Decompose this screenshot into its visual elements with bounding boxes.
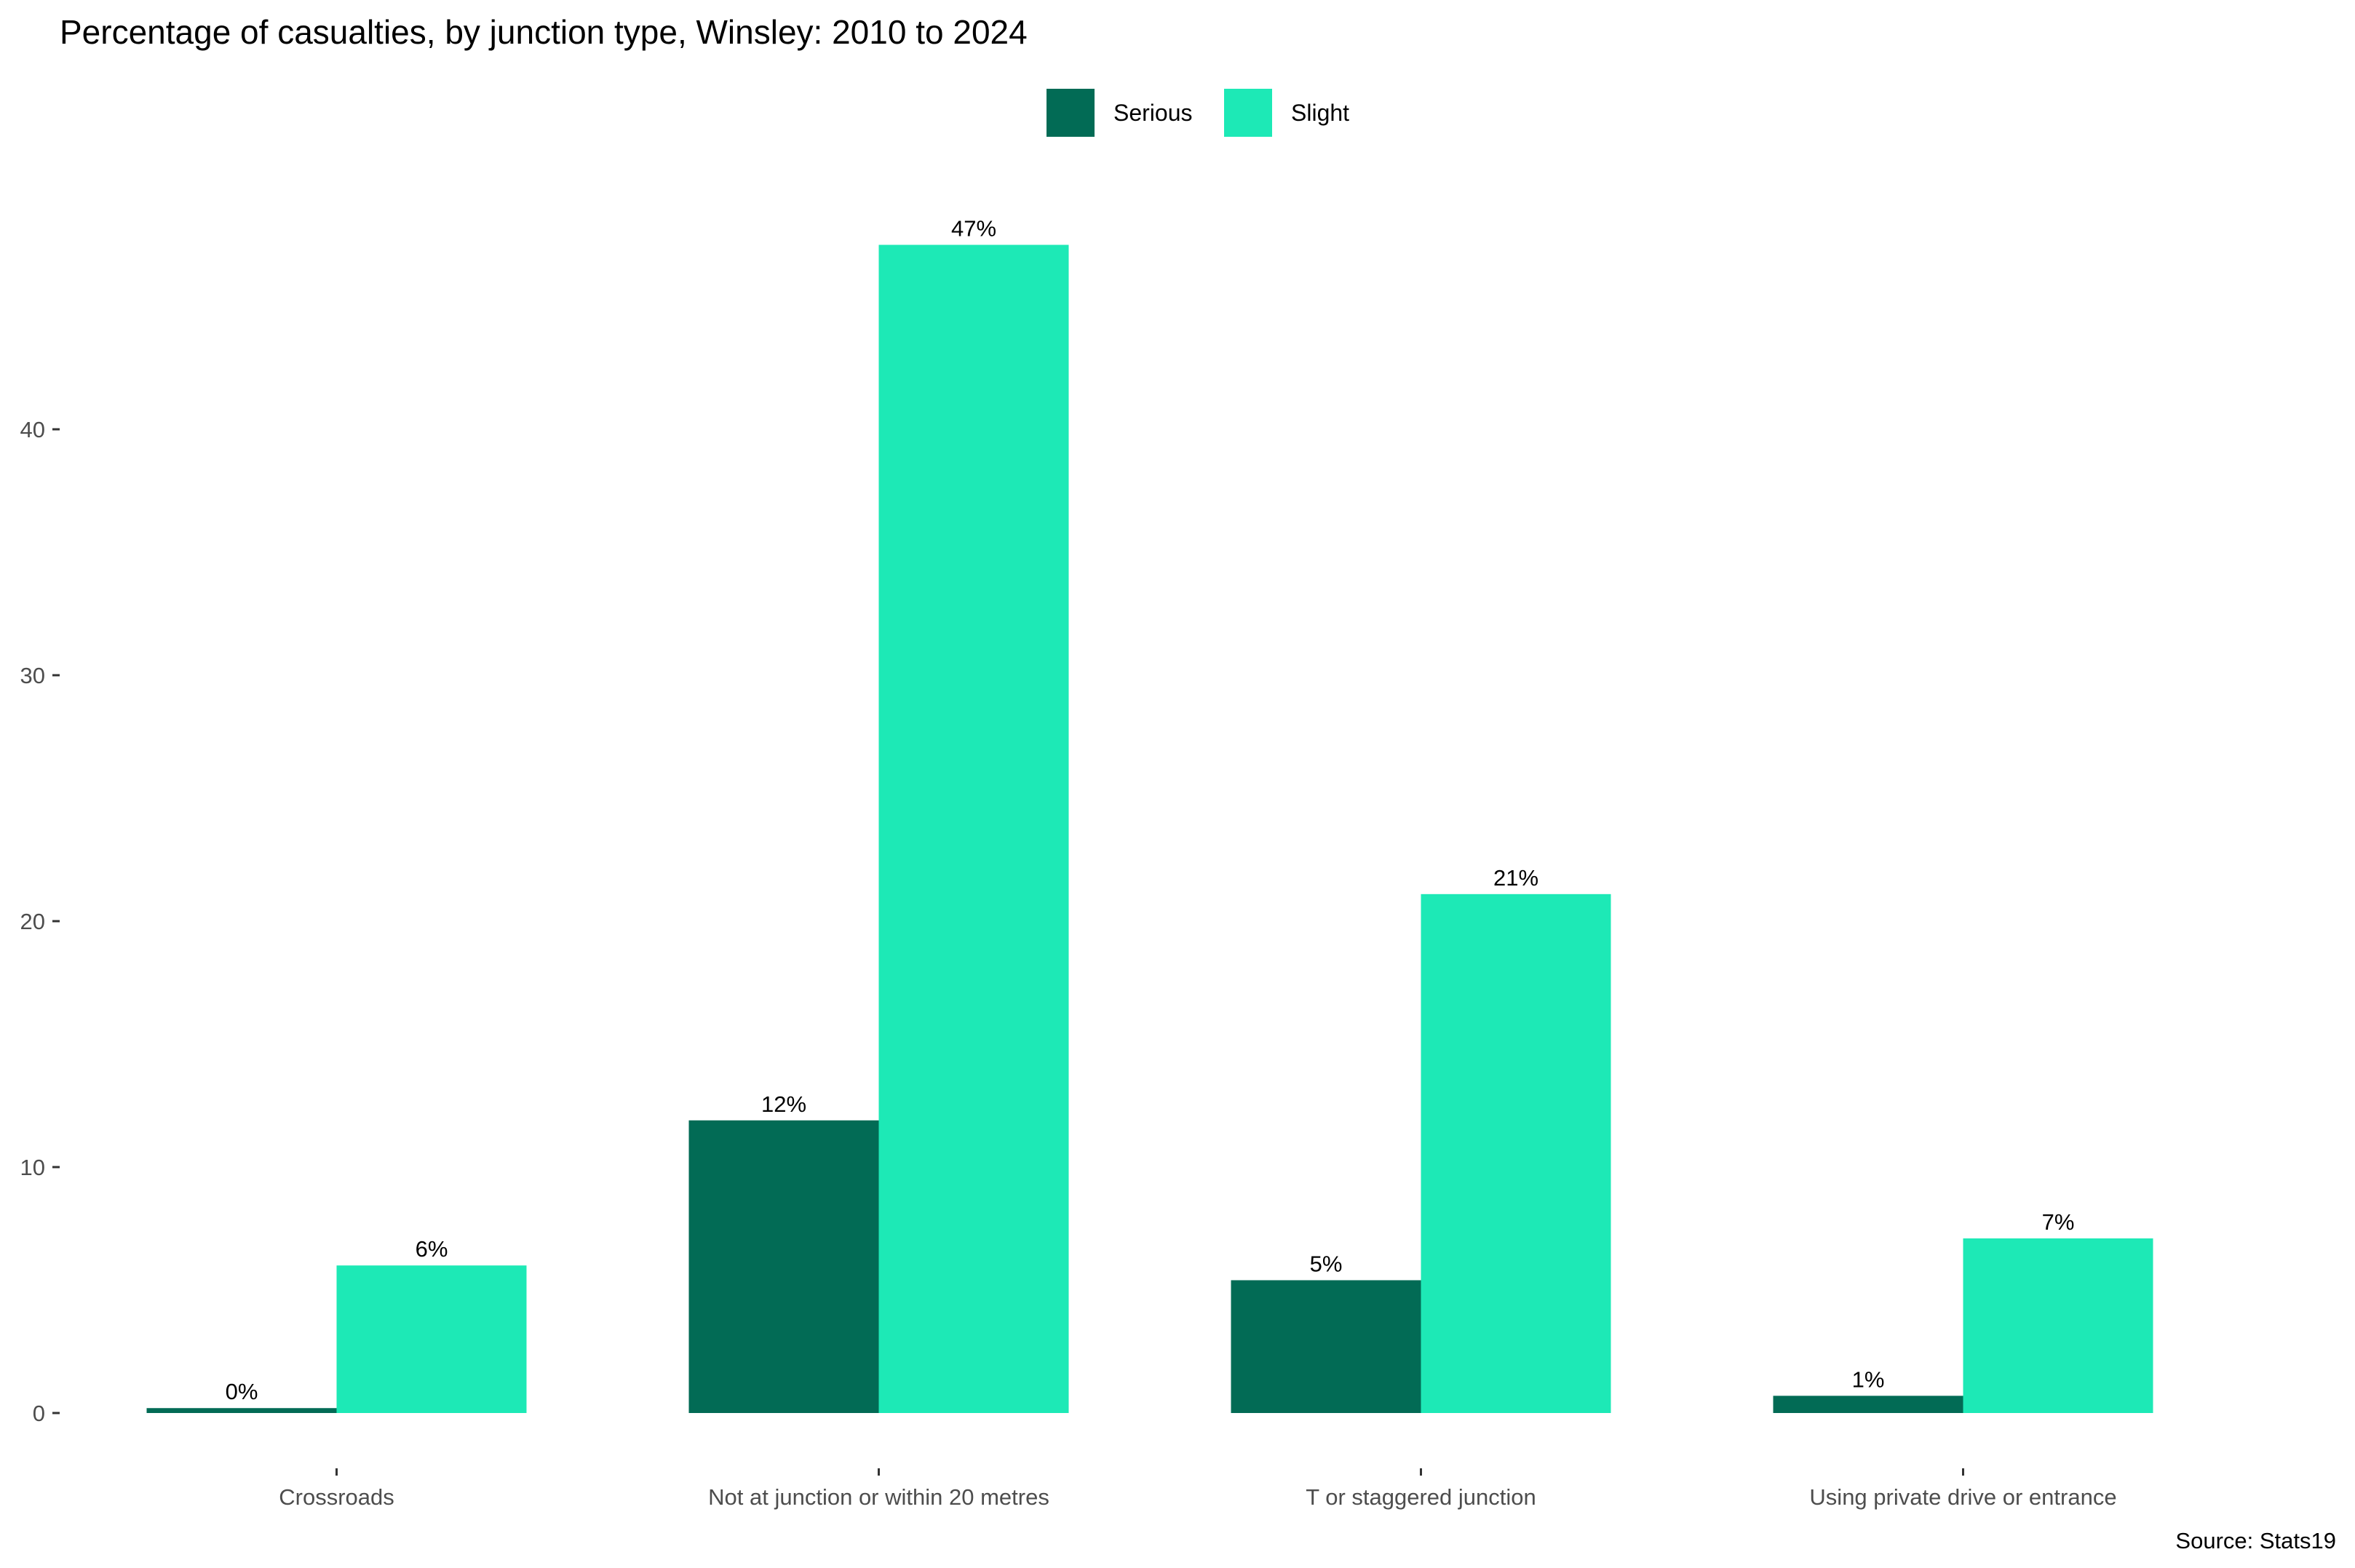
bar-serious [1773, 1396, 1963, 1413]
y-tick-label: 10 [20, 1155, 45, 1180]
bar-value-label: 12% [761, 1091, 806, 1117]
y-tick-label: 0 [33, 1401, 45, 1426]
bar-serious [688, 1120, 879, 1413]
bar-value-label: 47% [951, 216, 996, 242]
bars [146, 244, 2153, 1413]
legend-label-serious: Serious [1113, 100, 1193, 126]
legend-swatch-slight [1224, 89, 1272, 137]
chart-caption: Source: Stats19 [2175, 1528, 2336, 1553]
y-axis: 0 10 20 30 40 [20, 417, 60, 1426]
y-tick-label: 30 [20, 663, 45, 688]
bar-value-label: 6% [416, 1236, 448, 1262]
y-tick-label: 40 [20, 417, 45, 442]
bar-value-label: 0% [226, 1379, 258, 1404]
chart-title: Percentage of casualties, by junction ty… [60, 13, 1028, 51]
x-tick-label: Not at junction or within 20 metres [708, 1484, 1049, 1510]
bar-value-label: 7% [2042, 1209, 2075, 1235]
y-tick-label: 20 [20, 909, 45, 934]
bar-value-label: 5% [1310, 1251, 1343, 1276]
bar-slight [336, 1265, 527, 1413]
bar-slight [1421, 894, 1611, 1413]
bar-value-label: 21% [1493, 865, 1538, 891]
bar-serious [146, 1408, 337, 1413]
x-tick-label: Crossroads [279, 1484, 394, 1510]
legend-label-slight: Slight [1291, 100, 1349, 126]
x-tick-label: Using private drive or entrance [1809, 1484, 2116, 1510]
bar-slight [878, 244, 1069, 1413]
x-tick-label: T or staggered junction [1306, 1484, 1536, 1510]
x-axis: Crossroads Not at junction or within 20 m… [279, 1468, 2117, 1510]
bar-serious [1231, 1280, 1421, 1413]
bar-labels: 0% 6% 12% 47% 5% 21% 1% 7% [226, 216, 2075, 1405]
legend-swatch-serious [1047, 89, 1095, 137]
legend: Serious Slight [1047, 89, 1349, 137]
bar-slight [1963, 1238, 2153, 1413]
bar-value-label: 1% [1852, 1366, 1885, 1392]
